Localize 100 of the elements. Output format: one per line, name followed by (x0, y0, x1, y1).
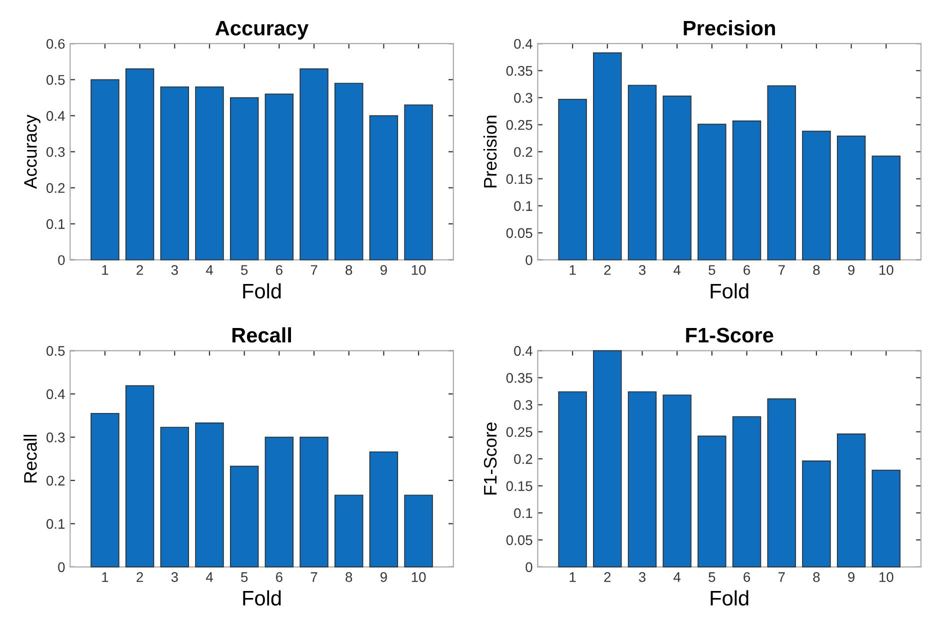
x-tick-label: 10 (412, 572, 426, 582)
y-tick-label: 0.35 (506, 66, 532, 76)
bar (404, 494, 433, 568)
bar (90, 412, 120, 568)
x-axis-title: Fold (243, 283, 281, 299)
bar (300, 68, 328, 260)
bar (836, 434, 866, 568)
x-tick-label: 8 (346, 265, 352, 275)
bar (767, 398, 796, 568)
y-tick-label: 0.4 (46, 111, 65, 121)
bar (90, 79, 120, 260)
y-tick-label: 0.3 (46, 147, 65, 157)
x-tick-label: 6 (276, 572, 282, 582)
bar (558, 98, 587, 260)
y-tick-label: 0.2 (46, 476, 65, 486)
bar (264, 94, 294, 260)
bar (802, 460, 831, 568)
x-tick-label: 5 (708, 265, 716, 275)
bar (558, 391, 587, 568)
bar (369, 115, 398, 260)
x-tick-label: 8 (346, 572, 352, 582)
y-tick-label: 0.2 (46, 183, 65, 193)
bar (628, 391, 657, 568)
x-tick-label: 8 (813, 265, 820, 275)
x-tick-label: 2 (136, 572, 143, 582)
y-axis-title: Precision (483, 116, 497, 188)
chart-title: F1-Score (686, 328, 774, 343)
x-tick-label: 7 (778, 572, 785, 582)
x-tick-label: 6 (744, 572, 750, 582)
x-tick-label: 8 (813, 572, 820, 582)
bar (802, 130, 831, 260)
x-tick-label: 7 (310, 265, 318, 275)
bar (404, 104, 433, 260)
bar (698, 124, 726, 260)
x-tick-label: 7 (778, 265, 785, 275)
bar (732, 120, 762, 260)
y-axis-title: F1-Score (484, 422, 497, 494)
x-tick-label: 5 (241, 572, 248, 582)
y-tick-label: 0.5 (46, 74, 65, 85)
x-tick-label: 5 (708, 572, 716, 582)
bar (369, 451, 398, 568)
bar (836, 136, 866, 260)
x-axis-title: Fold (710, 590, 748, 606)
bar (125, 385, 154, 568)
x-tick-label: 5 (241, 265, 248, 275)
bar (698, 436, 726, 568)
bar (160, 86, 190, 260)
y-tick-label: 0.05 (506, 535, 532, 546)
bar (195, 86, 224, 260)
x-tick-label: 3 (638, 572, 646, 582)
x-tick-label: 2 (136, 265, 143, 275)
bar (662, 96, 692, 260)
y-tick-label: 0.4 (514, 38, 532, 49)
x-tick-label: 2 (604, 572, 611, 582)
y-axis-title: Accuracy (24, 114, 40, 189)
bar (662, 394, 692, 568)
x-tick-label: 9 (848, 572, 854, 582)
y-tick-label: 0.1 (514, 201, 532, 211)
x-tick-label: 1 (570, 265, 576, 275)
x-tick-label: 6 (276, 265, 282, 275)
y-tick-label: 0.25 (506, 427, 532, 437)
y-tick-label: 0.1 (514, 508, 532, 518)
bar (300, 436, 328, 568)
y-tick-label: 0.2 (514, 147, 532, 157)
x-tick-label: 10 (412, 265, 426, 275)
x-tick-label: 3 (171, 265, 178, 275)
y-tick-label: 0.1 (46, 219, 65, 229)
x-tick-label: 4 (674, 572, 681, 582)
y-tick-label: 0 (58, 562, 65, 572)
x-tick-label: 1 (570, 572, 576, 582)
y-tick-label: 0.6 (46, 38, 65, 49)
bar (872, 470, 900, 568)
bar (230, 466, 259, 568)
bar (160, 426, 190, 568)
y-tick-label: 0.4 (514, 346, 532, 356)
y-tick-label: 0 (58, 255, 65, 266)
y-tick-label: 0.2 (514, 454, 532, 464)
bar (628, 84, 657, 260)
x-tick-label: 6 (744, 265, 750, 275)
x-tick-label: 9 (380, 572, 387, 582)
y-tick-label: 0.25 (506, 120, 532, 130)
x-tick-label: 9 (380, 265, 387, 275)
y-tick-label: 0.3 (514, 400, 532, 410)
x-tick-label: 2 (604, 265, 611, 275)
x-tick-label: 3 (171, 572, 178, 582)
x-axis-title: Fold (243, 590, 281, 606)
y-tick-label: 0.15 (506, 174, 532, 184)
bar (125, 68, 154, 260)
y-tick-label: 0.5 (46, 346, 65, 356)
y-tick-label: 0 (526, 562, 532, 572)
y-axis-title: Recall (24, 434, 37, 482)
x-tick-label: 7 (310, 572, 318, 582)
y-tick-label: 0.35 (506, 373, 532, 383)
bar (264, 436, 294, 568)
bar (334, 82, 364, 260)
x-tick-label: 4 (206, 572, 213, 582)
x-tick-label: 4 (674, 265, 681, 275)
y-tick-label: 0.4 (46, 389, 65, 400)
bar (195, 422, 224, 568)
x-tick-label: 3 (638, 265, 646, 275)
